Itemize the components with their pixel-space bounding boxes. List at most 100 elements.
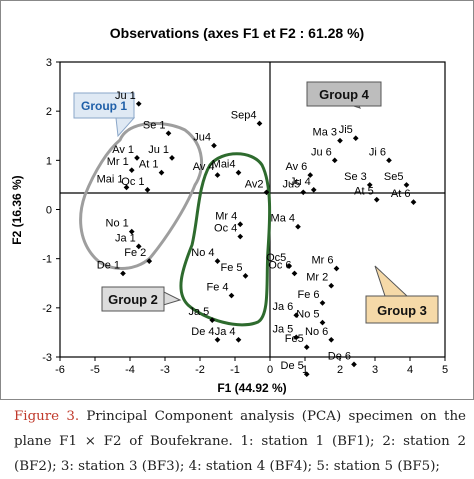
group-1-outline [79, 121, 204, 270]
group-1-label: Group 1 [81, 99, 127, 113]
observation-label: Mai4 [212, 159, 236, 171]
observation-label: Mr 2 [306, 272, 328, 284]
observation-point [295, 223, 301, 230]
observation-label: At 6 [391, 188, 411, 200]
observation-label: Ma 4 [271, 213, 295, 225]
observation-points: Ju 1 Se 1 Av 1 Ju 1 Mr 1 At 1 Mai 1Oc 1 No 1 Ja … [97, 90, 417, 378]
observation-label: Fe 4 [206, 282, 228, 294]
y-tick-label: -1 [42, 254, 52, 266]
observation-point [135, 243, 142, 250]
observation-point [328, 282, 335, 289]
observation-label: Fe5 [285, 333, 304, 345]
y-tick-label: -3 [42, 352, 52, 364]
observation-label: Av 4 [193, 161, 215, 173]
observation-point [333, 265, 340, 272]
observation-point [352, 135, 359, 142]
observation-label: Ji 6 [369, 146, 386, 158]
x-axis-title: F1 (44.92 %) [217, 381, 286, 395]
group-3-callout: Group 3 [365, 265, 439, 324]
observation-label: Ji5 [339, 124, 353, 136]
observation-point [291, 270, 298, 277]
observation-point [120, 270, 126, 277]
observation-point [293, 312, 300, 319]
x-axis-ticks: -6 -5 -4 -3 -2 -1 0 1 2 3 4 5 [55, 357, 448, 376]
observation-point [146, 258, 153, 264]
observation-point [158, 169, 165, 176]
group-1-callout: Group 1 [73, 92, 136, 138]
observation-label: Ju 1 [148, 144, 169, 156]
x-tick-label: 5 [442, 364, 448, 376]
observation-label: Ja 6 [272, 301, 293, 313]
observation-point [303, 371, 310, 378]
observation-label: Oc5 [266, 252, 286, 264]
observation-point [214, 172, 221, 178]
observation-point [228, 292, 235, 299]
observation-point [366, 182, 373, 188]
observation-point [328, 336, 335, 343]
y-tick-label: -2 [42, 303, 52, 315]
observation-label: Mr 6 [312, 255, 334, 267]
x-tick-label: -2 [195, 364, 205, 376]
observation-label: Fe 2 [124, 247, 146, 259]
group-2-outline [179, 152, 272, 327]
observation-point [211, 142, 217, 149]
observation-label: No 6 [305, 326, 328, 338]
observation-label: At 5 [354, 186, 374, 198]
observation-point [214, 258, 221, 264]
observation-label: Av 1 [112, 144, 134, 156]
observation-label: Oc 6 [268, 259, 291, 271]
observation-point [214, 336, 221, 343]
chart-title: Observations (axes F1 et F2 : 61.28 %) [110, 25, 364, 41]
observation-point [169, 155, 175, 161]
observation-point [256, 120, 263, 127]
observation-label: De 1 [97, 259, 120, 271]
observation-label: Ja 4 [215, 326, 236, 338]
observation-point [410, 199, 417, 205]
y-tick-label: 1 [46, 155, 52, 167]
observation-label: No 1 [106, 218, 129, 230]
observation-label: At 1 [139, 159, 159, 171]
observation-label: Ju 1 [115, 90, 136, 102]
observation-label: Mai 1 [97, 173, 124, 185]
observation-label: Fe 5 [220, 262, 242, 274]
y-tick-label: 3 [46, 57, 52, 69]
observation-label: Se 3 [344, 171, 367, 183]
figure-caption: Figure 3. Principal Component analysis (… [14, 404, 466, 479]
observation-label: Ja 5 [272, 323, 293, 335]
x-tick-label: -1 [230, 364, 240, 376]
caption-text: Principal Component analysis (PCA) speci… [14, 409, 466, 474]
group-2-label: Group 2 [108, 292, 158, 307]
observation-label: Sep4 [231, 109, 257, 121]
y-axis-ticks: -3 -2 -1 0 1 2 3 [42, 57, 60, 364]
x-tick-label: -6 [55, 364, 65, 376]
observation-label: Ma 3 [313, 127, 337, 139]
observation-point [310, 187, 317, 193]
observation-point [209, 317, 216, 323]
group-4-callout: Group 4 [306, 81, 382, 109]
observation-point [135, 100, 142, 107]
observation-point [237, 233, 244, 240]
observation-point [403, 182, 410, 188]
observation-point [144, 187, 151, 193]
observation-point [337, 137, 343, 144]
observation-label: Av 6 [285, 161, 307, 173]
observation-point [300, 189, 307, 196]
observation-label: Mr 4 [215, 210, 237, 222]
group-4-label: Group 4 [319, 87, 370, 102]
observation-label: Ja 1 [115, 232, 136, 244]
y-tick-label: 0 [46, 205, 52, 217]
observation-label: Ju5 [283, 178, 301, 190]
group-2-callout: Group 2 [101, 286, 182, 312]
observation-point [303, 344, 310, 350]
group-3-label: Group 3 [377, 303, 427, 318]
pca-figure: Observations (axes F1 et F2 : 61.28 %) -… [0, 0, 474, 400]
observation-label: De 5 [281, 360, 304, 372]
observation-label: Se 1 [143, 119, 166, 131]
observation-point [263, 189, 270, 196]
observation-point [319, 300, 326, 306]
observation-point [319, 319, 326, 326]
observation-point [235, 169, 242, 176]
observation-point [293, 334, 300, 341]
y-axis-title: F2 (16.36 %) [10, 175, 24, 244]
observation-point [242, 273, 249, 279]
